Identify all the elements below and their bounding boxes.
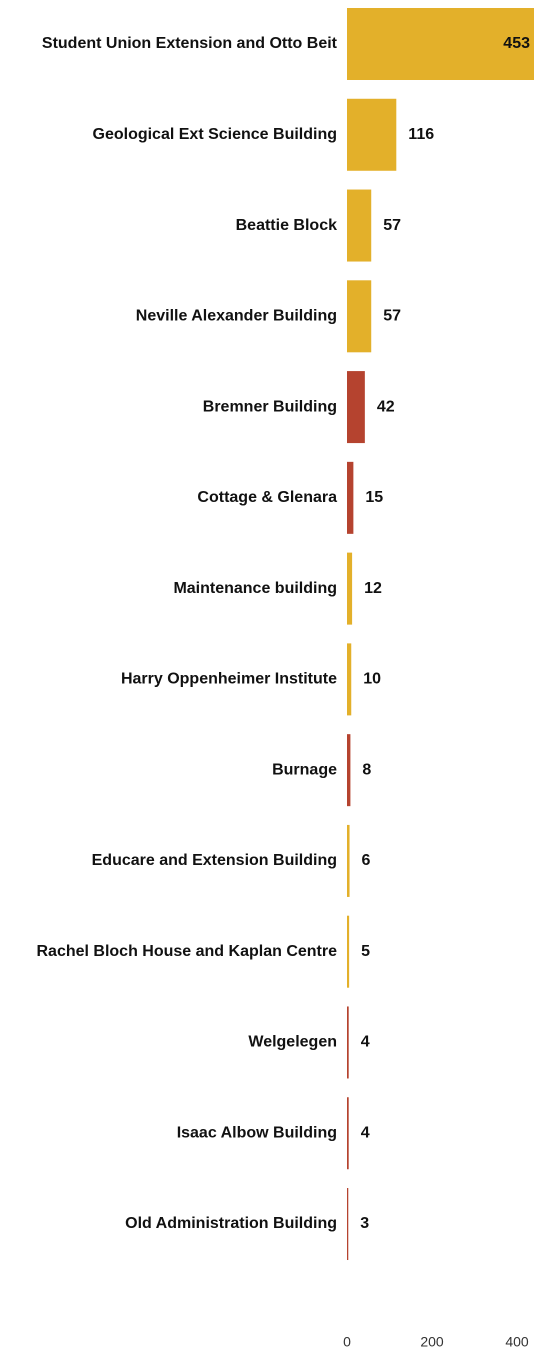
value-label: 116 [408,126,434,143]
value-label: 57 [383,308,401,325]
value-label: 8 [362,761,371,778]
category-label: Maintenance building [173,580,337,597]
bar [347,552,353,625]
value-label: 4 [361,1124,370,1141]
value-label: 5 [361,943,370,960]
value-label: 3 [360,1215,369,1232]
x-tick-label: 0 [343,1334,351,1350]
value-label: 453 [503,35,530,52]
category-label: Burnage [272,761,337,778]
category-label: Cottage & Glenara [197,489,337,506]
bar [347,189,372,262]
value-label: 4 [361,1034,370,1051]
bar [347,98,397,171]
bar [347,8,534,80]
category-label: Rachel Bloch House and Kaplan Centre [36,943,337,960]
category-label: Harry Oppenheimer Institute [121,671,337,688]
value-label: 6 [362,852,371,869]
category-label: Beattie Block [236,217,337,234]
category-label: Student Union Extension and Otto Beit [42,35,338,52]
value-label: 10 [363,671,381,688]
bar [347,1097,349,1170]
category-label: Welgelegen [248,1034,337,1051]
bar [347,734,351,807]
category-label: Bremner Building [203,398,337,415]
value-label: 15 [365,489,383,506]
x-tick-label: 200 [420,1334,444,1350]
bar [347,1006,349,1079]
bar [347,280,372,353]
bar [347,1188,349,1261]
value-label: 12 [364,580,382,597]
bar [347,915,350,988]
bar [347,371,365,444]
value-label: 42 [377,398,395,415]
value-label: 57 [383,217,401,234]
category-label: Isaac Albow Building [177,1124,337,1141]
bar [347,824,350,897]
x-tick-label: 400 [505,1334,529,1350]
category-label: Educare and Extension Building [92,852,337,869]
bar [347,461,354,534]
category-label: Old Administration Building [125,1215,337,1232]
category-label: Geological Ext Science Building [93,126,338,143]
bar [347,643,352,716]
category-label: Neville Alexander Building [136,308,337,325]
